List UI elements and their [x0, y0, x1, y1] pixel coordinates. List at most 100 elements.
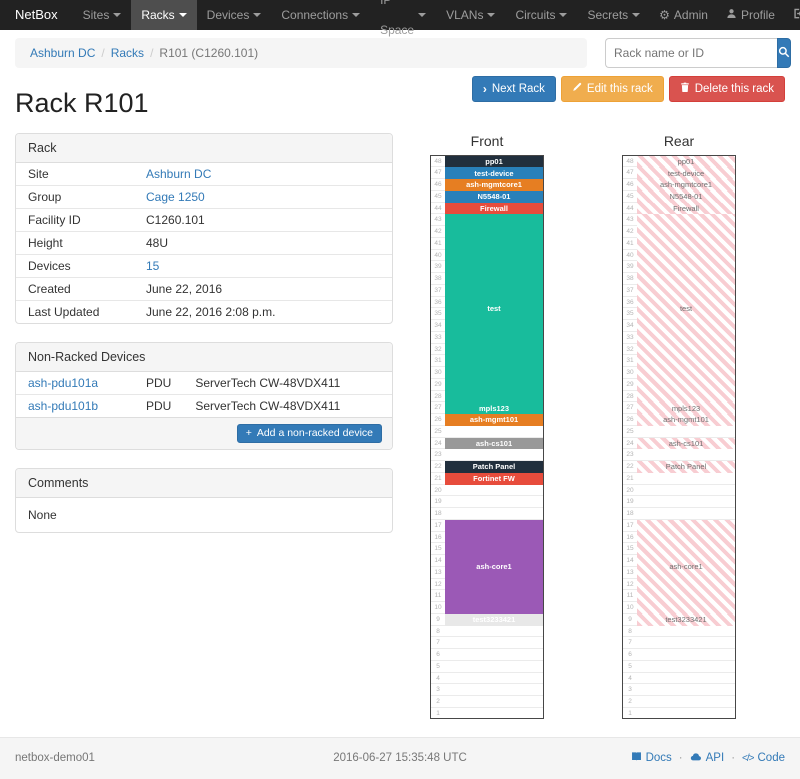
caret-icon	[253, 13, 262, 17]
front-unit-6: 6	[431, 649, 543, 661]
front-device-test[interactable]: test	[445, 214, 543, 403]
front-device-fortinet-fw[interactable]: Fortinet FW	[445, 472, 543, 485]
attr-value: 48U	[134, 230, 392, 255]
logout-link[interactable]: Log out	[784, 0, 800, 30]
breadcrumb-item[interactable]: Ashburn DC	[30, 46, 96, 60]
rear-device-pp01[interactable]: pp01	[637, 155, 735, 168]
code-label: Code	[757, 752, 786, 765]
logout-icon	[793, 0, 800, 30]
unit-number: 17	[626, 521, 634, 529]
attr-value-link[interactable]: 15	[146, 258, 160, 273]
unit-number: 25	[626, 427, 634, 435]
plus-icon: +	[245, 426, 252, 439]
delete-rack-button[interactable]: Delete this rack	[668, 76, 785, 102]
unit-number: 28	[434, 392, 442, 400]
unit-number: 29	[434, 380, 442, 388]
edit-rack-button[interactable]: Edit this rack	[560, 76, 664, 102]
caret-icon	[418, 13, 427, 17]
navbar-item-link: Secrets	[577, 0, 650, 30]
search-input[interactable]	[605, 38, 777, 68]
navbar-item-vlans[interactable]: VLANs	[436, 0, 505, 30]
front-device-ash-cs101[interactable]: ash-cs101	[445, 437, 543, 450]
unit-number: 19	[434, 498, 442, 506]
unit-number: 18	[434, 510, 442, 518]
caret-icon	[113, 13, 122, 17]
unit-number: 16	[626, 533, 634, 541]
unit-number: 43	[626, 216, 634, 224]
front-device-ash-mgmt101[interactable]: ash-mgmt101	[445, 414, 543, 426]
front-device-test3233421[interactable]: test3233421	[445, 613, 543, 626]
chevron-right-icon: ›	[482, 81, 487, 96]
navbar-item-racks[interactable]: Racks	[131, 0, 197, 30]
rack-search	[605, 38, 791, 68]
attr-row-last-updated: Last Updated June 22, 2016 2:08 p.m.	[16, 299, 392, 323]
comments-panel: Comments None	[15, 468, 393, 534]
trash-icon	[680, 82, 690, 96]
unit-number: 27	[434, 404, 442, 412]
rear-device-ash-cs101[interactable]: ash-cs101	[637, 437, 735, 450]
rear-device-ash-mgmt101[interactable]: ash-mgmt101	[637, 414, 735, 426]
unit-number: 41	[626, 239, 634, 247]
unit-number: 39	[626, 263, 634, 271]
navbar-item-sites[interactable]: Sites	[73, 0, 132, 30]
breadcrumb-item[interactable]: Racks	[110, 46, 145, 60]
docs-link[interactable]: Docs	[631, 751, 672, 765]
navbar-item-devices[interactable]: Devices	[197, 0, 272, 30]
rear-device-ash-mgmtcore1[interactable]: ash-mgmtcore1	[637, 179, 735, 191]
navbar-item-label: Secrets	[587, 8, 629, 22]
front-device-ash-mgmtcore1[interactable]: ash-mgmtcore1	[445, 179, 543, 191]
rear-device-firewall[interactable]: Firewall	[637, 202, 735, 215]
unit-number: 43	[434, 216, 442, 224]
unit-number: 46	[626, 181, 634, 189]
attr-row-height: Height 48U	[16, 230, 392, 255]
device-name-link[interactable]: ash-pdu101b	[28, 398, 99, 413]
rear-unit-6: 6	[623, 649, 735, 661]
front-device-pp01[interactable]: pp01	[445, 155, 543, 168]
book-icon	[631, 751, 642, 765]
unit-number: 45	[626, 192, 634, 200]
breadcrumb-item: R101 (C1260.101)	[159, 46, 259, 60]
navbar-item-connections[interactable]: Connections	[271, 0, 370, 30]
unit-number: 13	[626, 568, 634, 576]
navbar-item-secrets[interactable]: Secrets	[577, 0, 650, 30]
attr-value-link[interactable]: Cage 1250	[146, 189, 205, 204]
rear-device-test3233421[interactable]: test3233421	[637, 613, 735, 626]
unit-number: 12	[626, 580, 634, 588]
front-device-n5548-01[interactable]: N5548-01	[445, 190, 543, 203]
unit-number: 4	[436, 674, 440, 682]
front-device-ash-core1[interactable]: ash-core1	[445, 519, 543, 614]
front-device-patch-panel[interactable]: Patch Panel	[445, 461, 543, 473]
attr-value: 15	[134, 253, 392, 278]
rear-device-patch-panel[interactable]: Patch Panel	[637, 461, 735, 473]
unit-number: 23	[626, 451, 634, 459]
admin-link[interactable]: ⚙ Admin	[650, 0, 717, 30]
rear-device-test-device[interactable]: test-device	[637, 167, 735, 180]
add-non-racked-device-button[interactable]: + Add a non-racked device	[236, 423, 382, 444]
unit-number: 9	[436, 615, 440, 623]
rear-device-n5548-01[interactable]: N5548-01	[637, 190, 735, 203]
front-device-mpls123[interactable]: mpls123	[445, 402, 543, 415]
next-rack-button[interactable]: › Next Rack	[471, 76, 556, 102]
code-icon: </>	[742, 752, 755, 764]
device-name-link[interactable]: ash-pdu101a	[28, 375, 99, 390]
navbar-item-circuits[interactable]: Circuits	[505, 0, 577, 30]
attr-value: June 22, 2016 2:08 p.m.	[134, 299, 392, 323]
front-device-firewall[interactable]: Firewall	[445, 202, 543, 215]
brand-link[interactable]: NetBox	[15, 7, 58, 22]
profile-link[interactable]: Profile	[717, 0, 784, 30]
footer-hostname: netbox-demo01	[15, 752, 95, 765]
comments-body: None	[28, 508, 57, 523]
rear-device-ash-core1[interactable]: ash-core1	[637, 519, 735, 614]
rear-device-mpls123[interactable]: mpls123	[637, 402, 735, 415]
navbar-item-ip-space[interactable]: IP Space	[370, 0, 436, 37]
unit-number: 15	[434, 545, 442, 553]
navbar-item-label: Connections	[281, 8, 349, 22]
front-device-test-device[interactable]: test-device	[445, 167, 543, 180]
navbar-menu: Sites Racks Devices Connections IP Space VLAN…	[73, 0, 651, 37]
unit-number: 39	[434, 263, 442, 271]
attr-value-link[interactable]: Ashburn DC	[146, 166, 212, 181]
rear-device-test[interactable]: test	[637, 214, 735, 403]
code-link[interactable]: </> Code	[742, 752, 785, 764]
search-button[interactable]	[777, 38, 791, 68]
unit-number: 2	[436, 698, 440, 706]
